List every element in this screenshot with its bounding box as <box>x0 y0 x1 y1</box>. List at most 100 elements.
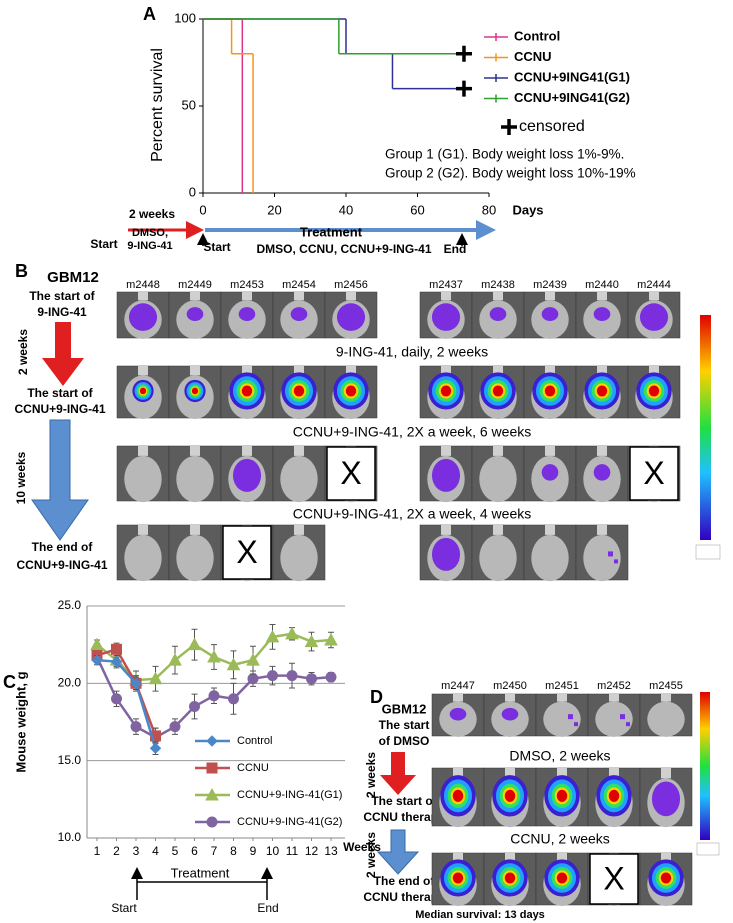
stage-text: CCNU therapy <box>363 810 445 824</box>
signal <box>431 303 461 331</box>
marker <box>246 653 260 666</box>
mouse-id: m2440 <box>585 279 619 291</box>
nose-cone <box>557 694 567 702</box>
x-tick-label: 0 <box>199 202 206 217</box>
nose-cone <box>493 292 503 301</box>
signal <box>556 789 568 802</box>
nose-cone <box>505 768 515 779</box>
legend-marker <box>206 816 218 828</box>
mouse-id: m2452 <box>597 680 631 692</box>
censor-legend-mark <box>501 119 517 135</box>
marker <box>207 649 221 663</box>
nose-cone <box>505 853 515 863</box>
marker <box>286 670 298 682</box>
model-name: GBM12 <box>47 269 99 286</box>
timeline-text: Treatment <box>171 865 230 880</box>
stage-text: The start of <box>371 794 437 808</box>
nose-cone <box>441 446 451 456</box>
signal <box>541 464 559 481</box>
nose-cone <box>190 525 200 535</box>
row-caption: CCNU, 2 weeks <box>510 831 610 847</box>
marker <box>189 701 200 713</box>
x-tick-label: 4 <box>152 844 159 858</box>
signal <box>544 385 556 397</box>
mouse <box>543 701 581 737</box>
nose-cone <box>294 446 304 456</box>
mouse <box>595 701 633 737</box>
mouse-id: m2448 <box>126 279 160 291</box>
marker <box>168 653 182 666</box>
nose-cone <box>453 694 463 702</box>
signal <box>608 789 620 802</box>
interval-text: 10 weeks <box>14 451 28 504</box>
y-tick-label: 100 <box>174 10 196 25</box>
signal <box>639 303 669 331</box>
marker <box>304 634 319 648</box>
interval-arrow <box>380 752 416 795</box>
mouse <box>280 534 318 582</box>
mouse <box>479 455 517 503</box>
excluded-mark: X <box>236 534 257 570</box>
signal <box>440 385 452 397</box>
marker <box>111 643 122 655</box>
excluded-mark: X <box>643 455 664 491</box>
interval-text: 2 weeks <box>364 752 378 798</box>
timeline-text: Start <box>203 240 230 254</box>
signal <box>608 551 613 557</box>
x-axis-label: Weeks <box>343 840 381 854</box>
nose-cone <box>493 525 503 535</box>
marker <box>91 654 103 666</box>
scale-box <box>695 544 721 560</box>
stage-text: The end of <box>374 874 436 888</box>
series-line <box>96 658 157 749</box>
signal <box>290 307 308 321</box>
legend-label: CCNU+9ING41(G1) <box>514 69 630 84</box>
signal <box>614 559 618 564</box>
mouse-id: m2449 <box>178 279 212 291</box>
nose-cone <box>649 292 659 301</box>
nose-cone <box>441 366 451 376</box>
marker <box>228 693 239 705</box>
nose-cone <box>441 292 451 301</box>
marker <box>90 637 104 651</box>
x-tick-label: 8 <box>230 844 237 858</box>
panel-label: C <box>3 672 16 692</box>
mouse <box>176 534 214 582</box>
x-tick-label: 2 <box>113 844 120 858</box>
marker <box>187 637 202 651</box>
mouse-id: m2439 <box>533 279 567 291</box>
x-tick-label: 10 <box>266 844 280 858</box>
marker <box>306 673 317 685</box>
signal <box>232 458 262 492</box>
annotation: Group 1 (G1). Body weight loss 1%-9%. <box>385 147 624 162</box>
legend-label: censored <box>519 118 585 135</box>
x-tick-label: 5 <box>172 844 179 858</box>
nose-cone <box>597 446 607 456</box>
excluded-mark: X <box>603 860 624 896</box>
legend-label: CCNU+9-ING-41(G2) <box>237 816 342 828</box>
nose-cone <box>545 292 555 301</box>
mouse-id: m2451 <box>545 680 579 692</box>
x-tick-label: 80 <box>482 202 496 217</box>
row-caption: CCNU+9-ING-41, 2X a week, 6 weeks <box>293 424 531 440</box>
mouse-id: m2450 <box>493 680 527 692</box>
marker <box>325 671 337 683</box>
marker <box>208 690 220 702</box>
signal <box>449 707 467 721</box>
mouse <box>124 534 162 582</box>
nose-cone <box>242 446 252 456</box>
nose-cone <box>138 292 148 301</box>
excluded-box <box>222 525 272 580</box>
marker <box>169 721 181 733</box>
panel-label: A <box>143 4 156 24</box>
signal <box>574 722 578 727</box>
nose-cone <box>242 292 252 301</box>
nose-cone <box>609 768 619 779</box>
nose-cone <box>138 446 148 456</box>
nose-cone <box>557 853 567 863</box>
nose-cone <box>138 366 148 376</box>
nose-cone <box>597 525 607 535</box>
y-axis-label: Mouse weight, g <box>13 671 28 772</box>
nose-cone <box>493 366 503 376</box>
y-tick-label: 25.0 <box>58 598 82 612</box>
